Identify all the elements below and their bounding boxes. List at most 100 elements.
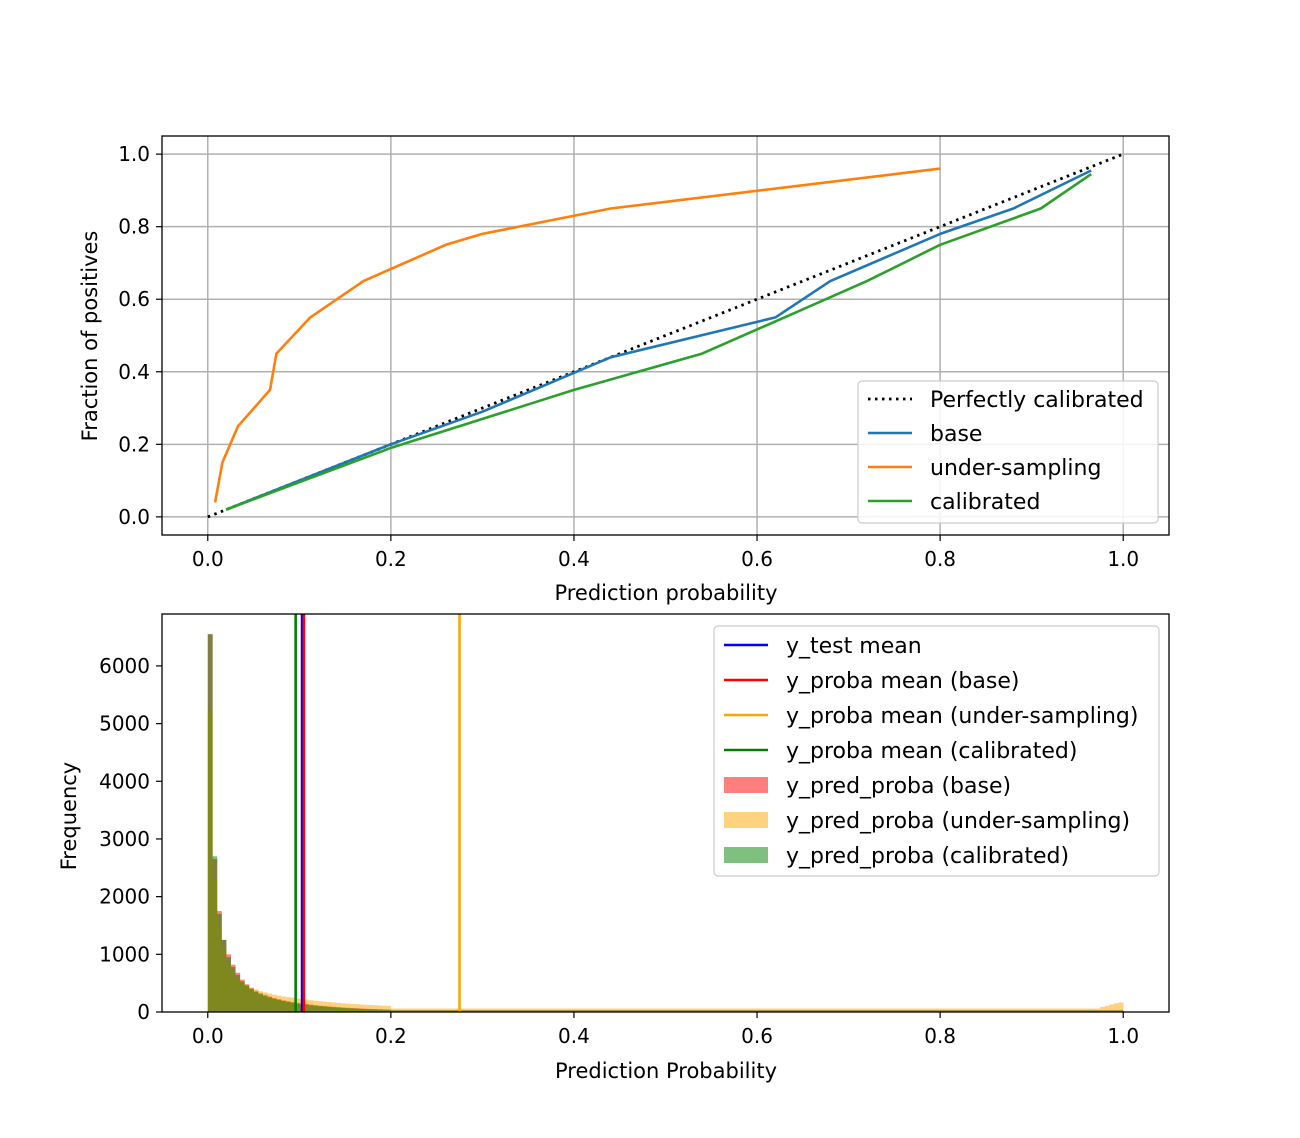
histogram-bar [464, 1008, 469, 1012]
histogram-bar [619, 1008, 625, 1012]
histogram-bar [958, 1010, 964, 1012]
histogram-bar [1049, 1010, 1055, 1012]
histogram-bar [486, 1008, 492, 1012]
histogram-bar [390, 1008, 396, 1012]
histogram-bar [349, 1008, 355, 1012]
histogram-axes-frame [161, 613, 1170, 1013]
histogram-y-axis-label: Frequency [57, 762, 81, 871]
histogram-bar [889, 1008, 895, 1012]
histogram-bar [363, 1004, 369, 1012]
histogram-bar [990, 1010, 996, 1012]
histogram-bar [1045, 1010, 1051, 1012]
histogram-legend-label-y-pred-proba-calibrated: y_pred_proba (calibrated) [786, 844, 1069, 869]
histogram-bar [454, 1008, 460, 1012]
histogram-bar [692, 1008, 698, 1012]
histogram-bar [921, 1010, 927, 1012]
histogram-x-tick-label: 0.6 [741, 1024, 773, 1048]
histogram-bar [711, 1008, 717, 1012]
histogram-bar [651, 1010, 657, 1012]
histogram-bar [551, 1008, 556, 1012]
histogram-bar [500, 1010, 506, 1012]
histogram-bar [569, 1008, 575, 1012]
histogram-bar [404, 1010, 410, 1012]
calibration-legend: Perfectly calibrated base under-sampling ca… [857, 380, 1159, 524]
histogram-y-tick-label: 3000 [99, 827, 150, 851]
histogram-bar [1086, 1008, 1092, 1012]
histogram-bar [349, 1003, 355, 1012]
histogram-bar [1091, 1010, 1097, 1012]
histogram-bar [473, 1010, 479, 1012]
histogram-x-tick-label: 0.8 [924, 1024, 956, 1048]
histogram-bar [235, 975, 241, 1012]
histogram-bar [825, 1008, 831, 1012]
histogram-bar [963, 1010, 968, 1012]
histogram-bar [670, 1008, 675, 1012]
histogram-bar [528, 1008, 534, 1012]
histogram-bar [445, 1008, 451, 1012]
histogram-bar [441, 1008, 447, 1012]
histogram-bar [468, 1010, 474, 1012]
histogram-bar [912, 1008, 918, 1012]
histogram-bar [811, 1010, 817, 1012]
histogram-bar [1100, 1006, 1106, 1012]
histogram-bar [981, 1008, 987, 1012]
calibration-x-tick-label: 0.2 [375, 547, 407, 571]
calibration-series-perfectly-calibrated [207, 152, 1124, 519]
histogram-bar [596, 1010, 602, 1012]
histogram-bar [226, 957, 231, 1012]
histogram-bar [857, 1010, 863, 1012]
histogram-bar [903, 1010, 909, 1012]
histogram-bar [688, 1008, 694, 1012]
histogram-bar [281, 1001, 286, 1012]
calibration-x-tick-label: 0.6 [741, 547, 773, 571]
histogram-bar [331, 1002, 337, 1012]
histogram-bar [560, 1008, 566, 1012]
histogram-bar [592, 1008, 598, 1012]
histogram-bar [917, 1010, 923, 1012]
histogram-bar [1114, 1003, 1119, 1012]
histogram-bar [358, 1004, 364, 1012]
histogram-bar [1095, 1010, 1101, 1012]
histogram-bar [789, 1008, 794, 1012]
histogram-bar [734, 1008, 740, 1012]
histogram-bar [862, 1008, 868, 1012]
histogram-bar [660, 1008, 666, 1012]
histogram-bar [757, 1008, 762, 1012]
histogram-bar [354, 1008, 360, 1012]
histogram-bar [953, 1010, 959, 1012]
histogram-bar [839, 1008, 845, 1012]
histogram-bar [551, 1010, 556, 1012]
histogram-bar [857, 1008, 863, 1012]
histogram-bar [363, 1009, 369, 1012]
histogram-bar [688, 1010, 694, 1012]
histogram-bar [743, 1010, 749, 1012]
histogram-bar [825, 1010, 831, 1012]
histogram-bar [834, 1008, 840, 1012]
histogram-x-tick-label: 0.4 [558, 1024, 590, 1048]
histogram-bar [816, 1008, 822, 1012]
histogram-y-tick-label: 0 [137, 1000, 150, 1024]
histogram-bar [839, 1010, 845, 1012]
histogram-bar [738, 1008, 744, 1012]
histogram-bar [898, 1008, 904, 1012]
histogram-bar [427, 1010, 433, 1012]
histogram-bar [647, 1008, 653, 1012]
histogram-bar [505, 1010, 511, 1012]
histogram-bar [450, 1008, 456, 1012]
histogram-bar [509, 1010, 515, 1012]
histogram-bar [592, 1010, 598, 1012]
calibration-x-ticks: 0.0 0.2 0.4 0.6 0.8 1.0 [192, 535, 1139, 571]
histogram-bar [880, 1010, 886, 1012]
histogram-bar [967, 1010, 973, 1012]
histogram-bar [747, 1008, 753, 1012]
histogram-bar [486, 1010, 492, 1012]
histogram-bar [386, 1009, 392, 1012]
histogram-bar [766, 1008, 772, 1012]
histogram-bar [427, 1008, 433, 1012]
histogram-bar [784, 1010, 790, 1012]
histogram-bars [207, 634, 1124, 1012]
histogram-bar [395, 1010, 401, 1012]
histogram-bar [335, 1002, 341, 1012]
histogram-bar [1077, 1008, 1083, 1012]
histogram-bar [624, 1008, 630, 1012]
